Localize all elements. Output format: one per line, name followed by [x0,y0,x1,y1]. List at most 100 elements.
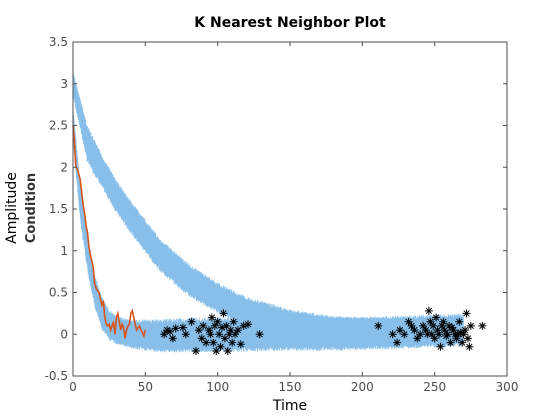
neighbor-marker [427,330,436,339]
neighbor-marker [225,330,234,339]
neighbor-marker [439,317,448,326]
y-tick-label: -0.5 [45,369,68,383]
neighbor-marker [165,327,174,336]
neighbor-marker [244,320,253,329]
y-tick-label: 3.5 [49,35,68,49]
neighbor-marker [445,321,454,330]
neighbor-marker [443,330,452,339]
y-tick-label: 2.5 [49,119,68,133]
neighbor-marker [435,330,444,339]
y-tick-label: 1.5 [49,202,68,216]
noise-band-trace [72,106,464,353]
y-axis-label: Amplitude [4,172,20,244]
neighbor-marker [461,326,470,335]
neighbor-marker [219,309,228,318]
neighbor-marker [388,330,397,339]
neighbor-marker [429,321,438,330]
x-tick-label: 100 [206,380,229,394]
ticks-layer: 0 50 100 150 200 250 300-0.500.511.522.533.5 [45,35,519,394]
noise-band-2 [72,106,464,353]
neighbor-marker [215,330,224,339]
y-axis-secondary-label: Condition [24,173,39,243]
x-tick-label: 200 [351,380,374,394]
x-tick-label: 0 [69,380,77,394]
neighbor-marker [199,321,208,330]
neighbor-marker [229,317,238,326]
neighbor-marker [222,321,231,330]
y-tick-label: 1 [60,244,68,258]
neighbor-marker [209,338,218,347]
neighbor-marker [436,342,445,351]
neighbor-marker [453,330,462,339]
neighbor-marker [413,334,422,343]
neighbor-marker [440,326,449,335]
neighbor-marker [178,323,187,332]
neighbor-marker [163,326,172,335]
neighbor-marker [395,326,404,335]
neighbor-marker [206,330,215,339]
x-tick-label: 50 [138,380,153,394]
neighbor-marker [437,321,446,330]
neighbor-marker [430,334,439,343]
neighbor-marker [212,346,221,355]
neighbor-marker [191,346,200,355]
neighbor-marker [168,334,177,343]
neighbor-marker [204,326,213,335]
neighbor-marker [160,330,169,339]
neighbor-marker [216,342,225,351]
neighbor-marker [446,338,455,347]
neighbor-marker [449,326,458,335]
neighbor-marker [404,317,413,326]
neighbor-marker [233,326,242,335]
neighbor-marker [455,317,464,326]
neighbor-marker [236,340,245,349]
neighbor-marker [202,338,211,347]
neighbor-marker [187,317,196,326]
neighbor-marker [426,317,435,326]
neighbor-marker [465,342,474,351]
neighbor-marker [433,326,442,335]
neighbor-marker [400,330,409,339]
neighbor-marker [171,324,180,333]
neighbor-marker [432,313,441,322]
y-tick-label: 0.5 [49,286,68,300]
neighbor-marker [478,321,487,330]
neighbor-marker [231,330,240,339]
neighbor-marker [463,334,472,343]
neighbor-marker [223,346,232,355]
neighbor-marker [456,328,465,337]
neighbor-marker [218,323,227,332]
neighbor-marker [407,321,416,330]
neighbor-marker [416,330,425,339]
neighbor-marker [220,334,229,343]
neighbor-marker [197,334,206,343]
neighbor-marker [466,321,475,330]
neighbor-marker [423,330,432,339]
neighbor-marker [424,306,433,315]
x-tick-label: 300 [496,380,519,394]
neighbor-marker [462,309,471,318]
y-tick-label: 2 [60,160,68,174]
neighbor-marker [213,317,222,326]
chart-title: K Nearest Neighbor Plot [194,15,386,31]
neighbor-marker [452,334,461,343]
neighbor-marker [194,326,203,335]
neighbor-marker [239,321,248,330]
x-tick-label: 150 [279,380,302,394]
neighbor-marker [210,321,219,330]
neighbor-marker [419,321,428,330]
neighbor-marker [448,323,457,332]
neighbor-marker [228,338,237,347]
neighbor-marker [181,330,190,339]
y-tick-label: 0 [60,327,68,341]
neighbor-marker [374,321,383,330]
x-axis-label: Time [272,398,307,414]
neighbor-marker [421,326,430,335]
neighbor-marker [255,330,264,339]
neighbor-markers [160,306,487,355]
neighbor-marker [226,326,235,335]
neighbor-marker [458,338,467,347]
neighbor-marker [410,326,419,335]
series-layer [72,72,487,355]
